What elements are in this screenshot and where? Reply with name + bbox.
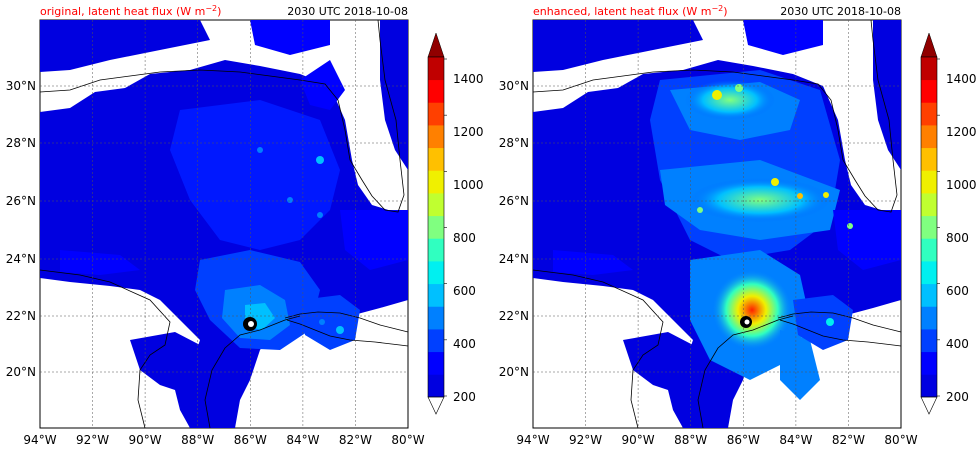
lon-label: 90°W bbox=[129, 433, 162, 447]
panel-title-left: original, latent heat flux (W m−2) bbox=[40, 4, 221, 18]
lat-label: 22°N bbox=[499, 309, 529, 323]
lon-label: 80°W bbox=[884, 433, 917, 447]
colorbar-cell bbox=[428, 351, 444, 375]
colorbar-cell bbox=[428, 57, 444, 81]
colorbar-label: 400 bbox=[453, 337, 476, 351]
colorbar-cell bbox=[921, 374, 937, 398]
lon-label: 82°W bbox=[339, 433, 372, 447]
flux-field bbox=[40, 20, 408, 428]
lat-label: 28°N bbox=[499, 136, 529, 150]
lat-label: 24°N bbox=[6, 252, 36, 266]
lon-label: 84°W bbox=[286, 433, 319, 447]
colorbar-cell bbox=[921, 306, 937, 330]
lat-label: 20°N bbox=[499, 365, 529, 379]
lon-label: 90°W bbox=[622, 433, 655, 447]
hurricane-eye bbox=[243, 317, 257, 331]
colorbar-original: 200 400 600 800 1000 1200 1400 bbox=[427, 32, 484, 415]
colorbar-cell bbox=[921, 238, 937, 262]
colorbar-cell bbox=[428, 215, 444, 239]
hurricane-eye bbox=[740, 316, 752, 328]
colorbar-label: 200 bbox=[453, 390, 476, 404]
colorbar-label: 400 bbox=[946, 337, 969, 351]
colorbar-label: 1400 bbox=[453, 72, 484, 86]
flux-field bbox=[533, 20, 901, 428]
colorbar-cell bbox=[428, 102, 444, 126]
panel-title-right: 2030 UTC 2018-10-08 bbox=[287, 5, 408, 18]
colorbar-cell bbox=[428, 193, 444, 217]
gridlines bbox=[40, 20, 408, 428]
colorbar-cell bbox=[428, 261, 444, 285]
colorbar-cell bbox=[921, 102, 937, 126]
colorbar-label: 600 bbox=[453, 284, 476, 298]
colorbar-label: 600 bbox=[946, 284, 969, 298]
colorbar-cell bbox=[921, 351, 937, 375]
colorbar-cell bbox=[428, 329, 444, 353]
lat-label: 30°N bbox=[499, 79, 529, 93]
lon-axis-labels: 94°W 92°W 90°W 88°W 86°W 84°W 82°W 80°W bbox=[23, 433, 424, 447]
lon-label: 84°W bbox=[779, 433, 812, 447]
lat-label: 24°N bbox=[499, 252, 529, 266]
lon-label: 82°W bbox=[832, 433, 865, 447]
colorbar-label: 1200 bbox=[453, 125, 484, 139]
panel-title-right: 2030 UTC 2018-10-08 bbox=[780, 5, 901, 18]
colorbar-label: 800 bbox=[453, 231, 476, 245]
colorbar-cell bbox=[921, 283, 937, 307]
colorbar-frame bbox=[427, 56, 445, 398]
colorbar-cell bbox=[428, 283, 444, 307]
colorbar-label: 1000 bbox=[453, 178, 484, 192]
lat-label: 30°N bbox=[6, 79, 36, 93]
colorbar-cell bbox=[921, 79, 937, 103]
lat-label: 28°N bbox=[6, 136, 36, 150]
gridlines bbox=[533, 20, 901, 428]
colorbar-extend-min bbox=[920, 396, 938, 415]
colorbar-extend-min bbox=[427, 396, 445, 415]
colorbar-extend-max bbox=[427, 32, 445, 58]
colorbar-extend-max bbox=[920, 32, 938, 58]
panel-enhanced: enhanced, latent heat flux (W m−2) 2030 … bbox=[499, 4, 977, 447]
colorbar-cell bbox=[921, 147, 937, 171]
lon-label: 88°W bbox=[674, 433, 707, 447]
colorbar-cell bbox=[428, 125, 444, 149]
colorbar-frame bbox=[920, 56, 938, 398]
lon-label: 92°W bbox=[569, 433, 602, 447]
colorbar-cell bbox=[428, 238, 444, 262]
colorbar-cell bbox=[428, 374, 444, 398]
lon-label: 80°W bbox=[391, 433, 424, 447]
colorbar-label: 800 bbox=[946, 231, 969, 245]
lon-label: 94°W bbox=[516, 433, 549, 447]
lat-axis-labels: 20°N 22°N 24°N 26°N 28°N 30°N bbox=[499, 79, 529, 379]
colorbar-cell bbox=[921, 261, 937, 285]
colorbar-cell bbox=[921, 125, 937, 149]
lat-label: 26°N bbox=[6, 194, 36, 208]
lat-label: 20°N bbox=[6, 365, 36, 379]
lon-axis-labels: 94°W 92°W 90°W 88°W 86°W 84°W 82°W 80°W bbox=[516, 433, 917, 447]
colorbar-cell bbox=[921, 215, 937, 239]
panel-original: original, latent heat flux (W m−2) 2030 … bbox=[6, 4, 484, 447]
colorbar-enhanced: 200 400 600 800 1000 1200 1400 bbox=[920, 32, 977, 415]
colorbar-cell bbox=[921, 57, 937, 81]
colorbar-cell bbox=[428, 147, 444, 171]
colorbar-cell bbox=[921, 170, 937, 194]
lat-label: 22°N bbox=[6, 309, 36, 323]
lon-label: 92°W bbox=[76, 433, 109, 447]
colorbar-label: 200 bbox=[946, 390, 969, 404]
colorbar-cell bbox=[428, 79, 444, 103]
colorbar-cell bbox=[428, 170, 444, 194]
colorbar-cell bbox=[921, 329, 937, 353]
lat-axis-labels: 20°N 22°N 24°N 26°N 28°N 30°N bbox=[6, 79, 36, 379]
panel-title-left: enhanced, latent heat flux (W m−2) bbox=[533, 4, 728, 18]
lon-label: 94°W bbox=[23, 433, 56, 447]
lon-label: 86°W bbox=[234, 433, 267, 447]
colorbar-label: 1000 bbox=[946, 178, 977, 192]
colorbar-cell bbox=[428, 306, 444, 330]
colorbar-cell bbox=[921, 193, 937, 217]
colorbar-label: 1200 bbox=[946, 125, 977, 139]
lon-label: 88°W bbox=[181, 433, 214, 447]
lat-label: 26°N bbox=[499, 194, 529, 208]
lon-label: 86°W bbox=[727, 433, 760, 447]
colorbar-label: 1400 bbox=[946, 72, 977, 86]
